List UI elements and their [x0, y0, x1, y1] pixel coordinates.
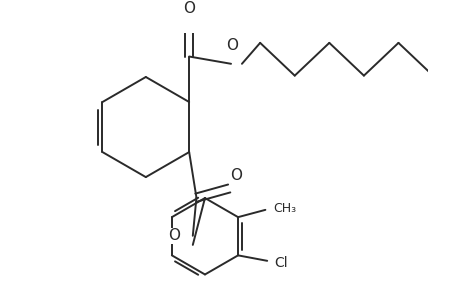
Text: CH₃: CH₃ [273, 202, 296, 214]
Text: O: O [183, 1, 195, 16]
Text: O: O [168, 228, 179, 243]
Text: O: O [225, 38, 237, 53]
Text: O: O [230, 168, 242, 183]
Text: Cl: Cl [274, 256, 287, 270]
